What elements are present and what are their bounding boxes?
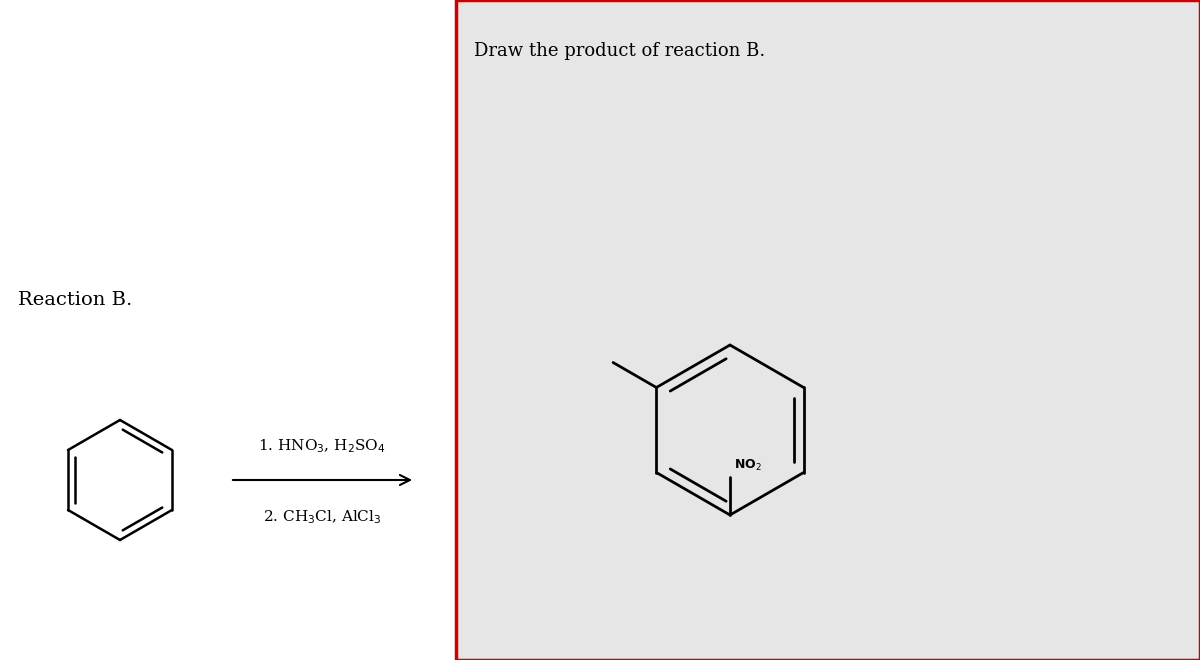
- Bar: [456, 0, 1200, 660]
- Text: 1. HNO$_3$, H$_2$SO$_4$: 1. HNO$_3$, H$_2$SO$_4$: [258, 438, 385, 455]
- Text: Draw the product of reaction B.: Draw the product of reaction B.: [474, 42, 766, 60]
- Text: Reaction B.: Reaction B.: [18, 291, 132, 309]
- Bar: [0, 0, 456, 660]
- Text: NO$_2$: NO$_2$: [734, 458, 762, 473]
- Bar: [456, 0, 1200, 660]
- Text: 2. CH$_3$Cl, AlCl$_3$: 2. CH$_3$Cl, AlCl$_3$: [263, 508, 382, 526]
